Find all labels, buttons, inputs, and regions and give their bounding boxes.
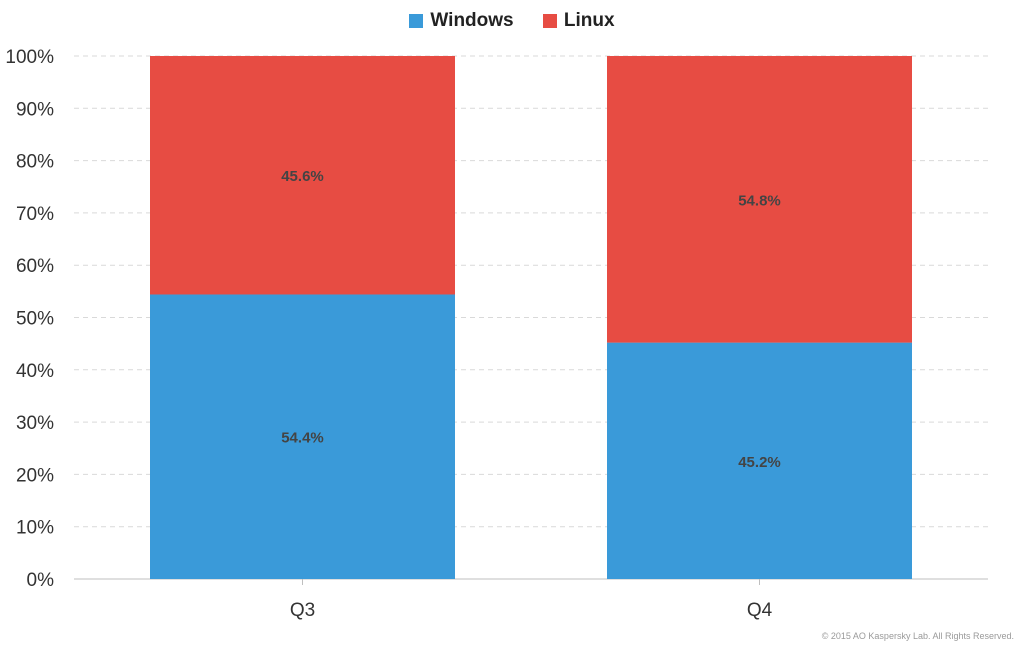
y-tick-label: 20% [16, 465, 54, 486]
y-tick-label: 50% [16, 309, 54, 330]
y-tick-label: 0% [27, 570, 55, 591]
bar-windows-q3 [150, 294, 455, 579]
bar-linux-q3 [150, 56, 455, 295]
y-tick-label: 70% [16, 204, 54, 225]
y-tick-label: 80% [16, 152, 54, 173]
data-label-linux-q4: 54.8% [738, 192, 781, 209]
y-tick-label: 10% [16, 518, 54, 539]
legend-swatch-windows [409, 14, 424, 28]
legend-swatch-linux [542, 14, 557, 28]
y-tick-label: 30% [16, 413, 54, 434]
legend-item-windows: Windows [409, 10, 514, 32]
x-tick-label: Q4 [747, 600, 773, 621]
legend-label-windows: Windows [430, 10, 514, 31]
data-label-windows-q3: 54.4% [281, 430, 324, 447]
y-tick-label: 90% [16, 99, 54, 120]
bar-linux-q4 [607, 56, 912, 343]
x-tick-label: Q3 [290, 600, 315, 621]
data-label-windows-q4: 45.2% [738, 454, 781, 471]
data-label-linux-q3: 45.6% [281, 168, 324, 185]
bar-windows-q4 [607, 342, 912, 579]
y-tick-label: 100% [5, 47, 54, 68]
copyright-notice: © 2015 AO Kaspersky Lab. All Rights Rese… [821, 631, 1014, 641]
legend: Windows Linux [0, 10, 1024, 34]
legend-item-linux: Linux [542, 10, 615, 32]
legend-label-linux: Linux [563, 10, 615, 31]
y-tick-label: 40% [16, 361, 54, 382]
y-tick-label: 60% [16, 256, 54, 277]
